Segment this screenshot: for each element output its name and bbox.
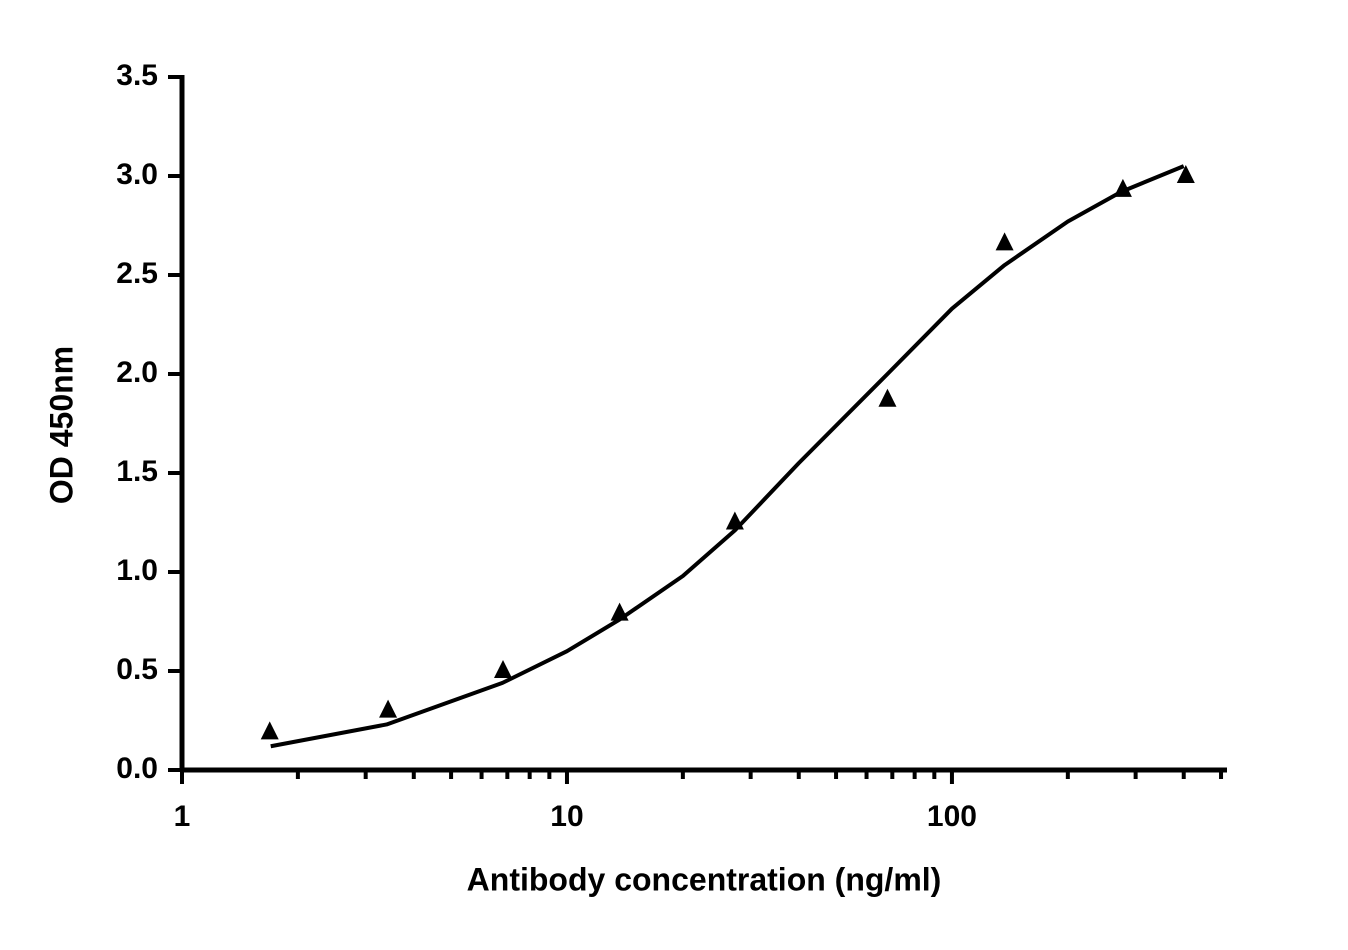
y-tick-label: 0.5 [116, 653, 158, 686]
y-tick-label: 0.0 [116, 752, 158, 785]
y-axis-label: OD 450nm [43, 346, 79, 504]
data-point [878, 388, 897, 407]
y-tick-label: 2.0 [116, 356, 158, 389]
y-tick-label: 1.5 [116, 455, 158, 488]
x-tick-label: 100 [927, 800, 977, 833]
y-tick-label: 1.0 [116, 554, 158, 587]
data-point [493, 660, 512, 678]
y-tick-label: 2.5 [116, 257, 158, 290]
data-point [260, 721, 279, 740]
y-tick-label: 3.5 [116, 59, 158, 92]
fit-curve [270, 164, 1185, 749]
x-tick-label: 10 [550, 800, 583, 833]
x-tick-label: 1 [174, 800, 191, 833]
data-point [995, 232, 1014, 251]
x-axis-label: Antibody concentration (ng/ml) [467, 861, 942, 897]
y-tick-label: 3.0 [116, 158, 158, 191]
data-point [379, 699, 398, 718]
data-point [1176, 165, 1195, 183]
